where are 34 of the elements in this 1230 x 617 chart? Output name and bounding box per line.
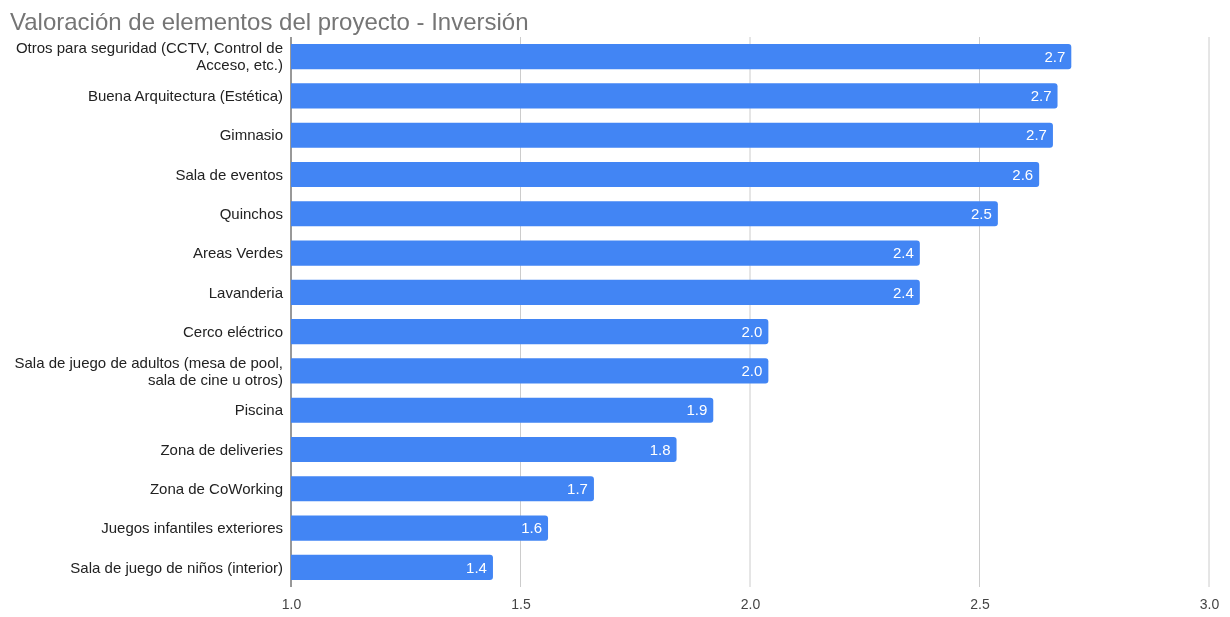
y-tick-label: Quinchos — [219, 205, 283, 223]
data-label: 1.8 — [649, 440, 671, 458]
y-tick-label: Zona de CoWorking — [149, 480, 283, 498]
y-tick-label: Areas Verdes — [192, 244, 283, 262]
y-tick-label: Zona de deliveries — [160, 440, 283, 458]
y-tick-label: Buena Arquitectura (Estética) — [87, 87, 283, 105]
chart-title: Valoración de elementos del proyecto - Inversión — [10, 8, 529, 35]
data-label: 1.9 — [686, 401, 708, 419]
data-label: 2.0 — [741, 322, 763, 340]
data-label: 1.4 — [466, 558, 487, 576]
x-tick-label: 1.5 — [511, 595, 531, 612]
data-label: 2.4 — [892, 244, 914, 262]
x-tick-label: 2.0 — [740, 595, 761, 612]
y-tick-label: Lavanderia — [208, 283, 284, 301]
data-label: 1.6 — [521, 519, 543, 537]
data-label: 2.0 — [741, 362, 763, 380]
data-label: 2.7 — [1026, 126, 1047, 144]
x-tick-label: 3.0 — [1199, 595, 1220, 612]
y-tick-label: Piscina — [234, 401, 284, 419]
data-label: 2.4 — [892, 283, 914, 301]
data-label: 1.7 — [567, 480, 588, 498]
y-tick-label: Gimnasio — [219, 126, 283, 144]
y-tick-label: Sala de eventos — [175, 165, 283, 183]
x-tick-label: 2.5 — [970, 595, 990, 612]
x-tick-label: 1.0 — [281, 595, 302, 612]
data-label: 2.6 — [1012, 165, 1034, 183]
y-tick-label: Sala de juego de niños (interior) — [70, 558, 283, 576]
data-label: 2.5 — [971, 205, 992, 223]
y-tick-label: Juegos infantiles exteriores — [101, 519, 283, 537]
y-tick-label: Otros para seguridad (CCTV, Control de Acceso, etc.) — [15, 39, 283, 74]
data-label: 2.7 — [1044, 47, 1066, 65]
data-label: 2.7 — [1030, 87, 1052, 105]
y-tick-label: Cerco eléctrico — [182, 322, 283, 340]
y-tick-label: Sala de juego de adultos (mesa de pool, sala de cine u otros) — [14, 353, 283, 388]
